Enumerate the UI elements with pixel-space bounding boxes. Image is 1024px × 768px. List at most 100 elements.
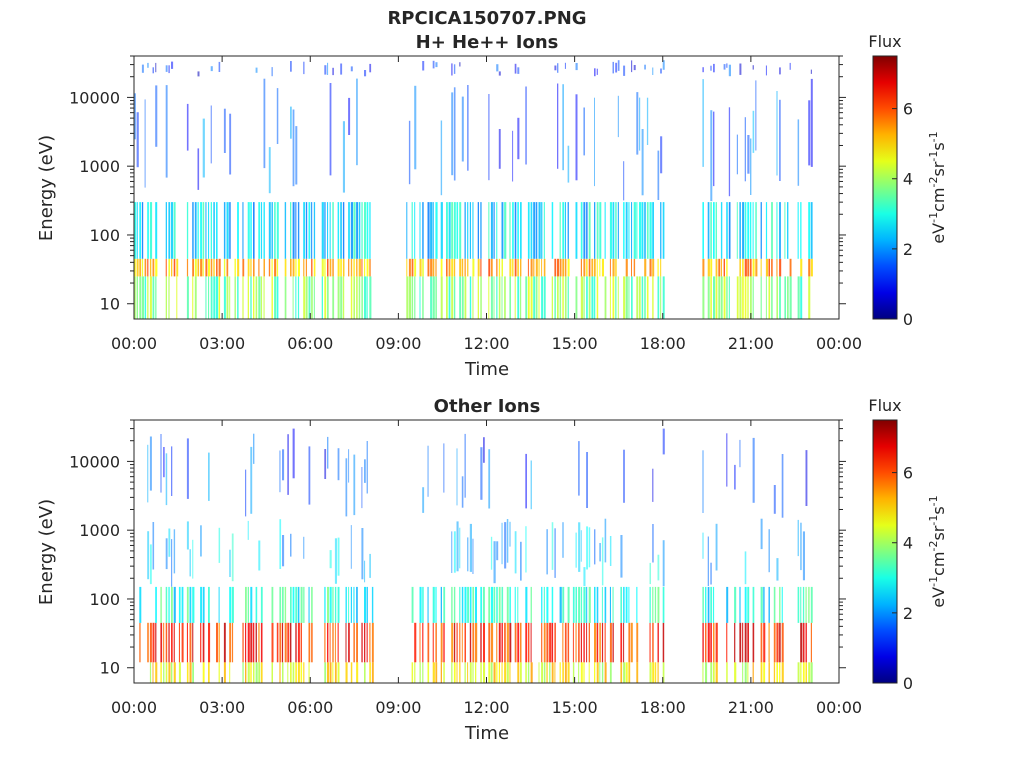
- flux-cell: [781, 454, 784, 518]
- flux-cell: [430, 202, 433, 259]
- flux-cell: [530, 622, 532, 663]
- flux-cell: [652, 202, 654, 259]
- flux-cell: [435, 586, 437, 623]
- flux-cell: [245, 469, 247, 517]
- flux-cell: [250, 662, 252, 683]
- flux-cell: [567, 662, 570, 683]
- flux-cell: [459, 202, 462, 259]
- flux-cell: [443, 662, 445, 683]
- flux-cell: [776, 558, 779, 581]
- flux-cell: [562, 522, 564, 558]
- spectrum-column: [287, 434, 290, 683]
- flux-cell: [282, 586, 284, 623]
- flux-cell: [141, 258, 144, 277]
- spectrum-column: [324, 449, 327, 683]
- flux-cell: [591, 276, 594, 319]
- flux-cell: [702, 450, 704, 513]
- spectrum-column: [633, 65, 636, 277]
- flux-cell: [155, 85, 158, 147]
- spectrum-column: [586, 452, 588, 663]
- spectrum-column: [583, 107, 586, 319]
- spectrum-column: [197, 71, 200, 277]
- flux-cell: [623, 276, 626, 319]
- flux-cell: [609, 536, 612, 566]
- flux-cell: [747, 586, 750, 623]
- flux-cell: [760, 622, 763, 663]
- flux-cell: [583, 622, 585, 663]
- flux-cell: [773, 622, 776, 663]
- spectrum-column: [364, 459, 367, 683]
- flux-cell: [773, 485, 776, 514]
- spectrum-column: [586, 202, 588, 319]
- flux-cell: [567, 202, 569, 259]
- flux-cell: [625, 662, 628, 683]
- flux-cell: [504, 202, 507, 259]
- flux-cell: [356, 586, 358, 623]
- plot-frame: [133, 55, 840, 320]
- spectrum-column: [427, 202, 430, 277]
- flux-cell: [223, 202, 226, 259]
- flux-cell: [512, 258, 514, 277]
- flux-cell: [718, 276, 721, 319]
- flux-cell: [435, 622, 437, 663]
- spectrum-column: [258, 202, 261, 319]
- flux-cell: [596, 68, 598, 75]
- flux-cell: [776, 622, 779, 663]
- flux-cell: [797, 276, 800, 319]
- flux-cell: [435, 258, 437, 277]
- flux-cell: [369, 662, 371, 683]
- flux-cell: [245, 586, 247, 623]
- flux-cell: [541, 258, 543, 277]
- y-axis-label: Energy (eV): [36, 135, 57, 241]
- flux-cell: [496, 541, 499, 561]
- flux-cell: [342, 258, 345, 277]
- flux-cell: [493, 541, 496, 584]
- spectrum-column: [742, 202, 745, 319]
- flux-cell: [311, 622, 313, 663]
- flux-cell: [276, 276, 279, 319]
- flux-cell: [332, 258, 334, 277]
- flux-cell: [165, 276, 167, 319]
- spectrum-column: [268, 147, 271, 277]
- spectrum-column: [369, 553, 371, 683]
- spectrum-column: [210, 66, 213, 319]
- flux-cell: [752, 586, 755, 623]
- flux-cell: [271, 202, 273, 259]
- flux-cell: [149, 276, 152, 319]
- spectrum-column: [504, 202, 507, 319]
- flux-cell: [713, 622, 715, 663]
- spectrum-column: [623, 449, 626, 683]
- flux-cell: [303, 61, 305, 75]
- flux-cell: [641, 276, 644, 319]
- flux-cell: [739, 586, 741, 623]
- flux-cell: [160, 622, 163, 663]
- spectrum-column: [789, 62, 792, 319]
- spectrum-column: [205, 202, 208, 319]
- flux-cell: [594, 529, 596, 565]
- spectrum-column: [710, 65, 713, 319]
- flux-cell: [469, 276, 472, 319]
- flux-cell: [760, 276, 762, 319]
- spectrum-column: [779, 586, 781, 683]
- flux-cell: [327, 62, 329, 75]
- flux-cell: [752, 437, 755, 503]
- flux-cell: [734, 586, 737, 623]
- flux-cell: [200, 202, 203, 259]
- flux-cell: [329, 202, 331, 259]
- flux-cell: [747, 135, 750, 174]
- flux-cell: [612, 622, 614, 663]
- x-tick-label: 15:00: [552, 698, 598, 717]
- spectrum-column: [371, 586, 374, 683]
- flux-cell: [160, 434, 162, 493]
- flux-cell: [604, 202, 606, 259]
- flux-cell: [715, 258, 718, 277]
- flux-cell: [588, 202, 591, 259]
- flux-cell: [467, 586, 469, 623]
- flux-cell: [327, 276, 329, 319]
- colorbar-unit-label: eV-1cm-2sr-1s-1: [927, 131, 948, 243]
- flux-cell: [242, 276, 244, 319]
- flux-cell: [178, 622, 180, 663]
- flux-cell: [596, 258, 598, 277]
- flux-cell: [652, 586, 654, 623]
